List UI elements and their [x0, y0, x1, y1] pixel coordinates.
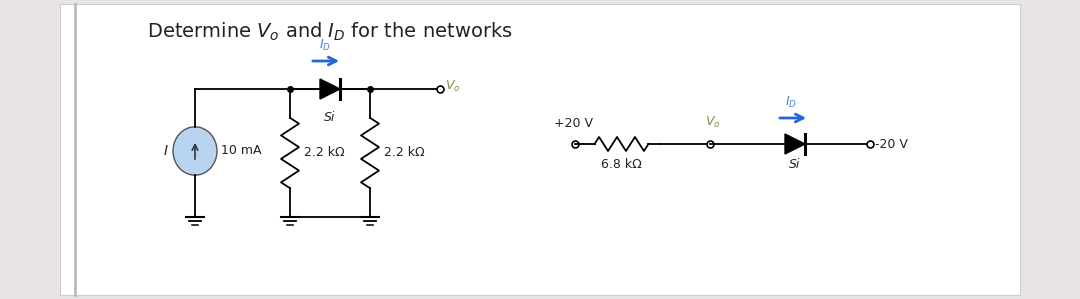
Polygon shape	[320, 79, 340, 99]
Polygon shape	[785, 134, 805, 154]
Text: $V_o$: $V_o$	[445, 78, 460, 94]
Text: Determine $V_o$ and $I_D$ for the networks: Determine $V_o$ and $I_D$ for the networ…	[147, 21, 513, 43]
Text: I: I	[164, 144, 168, 158]
Text: Si: Si	[789, 158, 800, 171]
Text: Si: Si	[324, 111, 336, 124]
Text: 2.2 kΩ: 2.2 kΩ	[384, 147, 424, 159]
Text: $V_o$: $V_o$	[705, 115, 720, 130]
FancyBboxPatch shape	[60, 4, 1020, 295]
Ellipse shape	[173, 127, 217, 175]
Text: 6.8 kΩ: 6.8 kΩ	[602, 158, 642, 171]
Text: $I_D$: $I_D$	[785, 95, 797, 110]
Text: +20 V: +20 V	[554, 117, 593, 130]
Text: 10 mA: 10 mA	[221, 144, 261, 158]
Text: -20 V: -20 V	[875, 138, 908, 150]
Text: 2.2 kΩ: 2.2 kΩ	[303, 147, 345, 159]
Text: $I_D$: $I_D$	[319, 38, 330, 53]
